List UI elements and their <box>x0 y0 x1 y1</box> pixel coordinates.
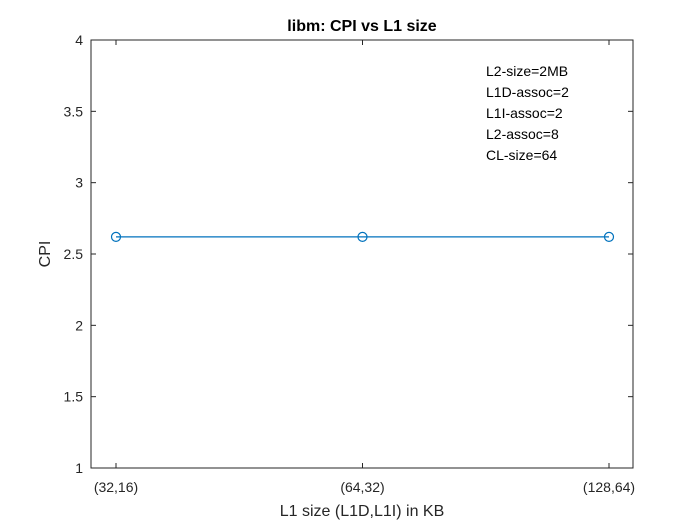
annotation-text: L2-size=2MB <box>486 63 568 79</box>
x-tick-label: (32,16) <box>94 479 138 495</box>
y-tick-label: 1.5 <box>64 389 84 405</box>
annotation-group: L2-size=2MB L1D-assoc=2 L1I-assoc=2 L2-asso… <box>486 63 569 163</box>
x-tick-label: (64,32) <box>340 479 384 495</box>
y-tick-label: 4 <box>75 32 83 48</box>
y-tick-label: 1 <box>75 460 83 476</box>
y-axis-label: CPI <box>37 241 54 268</box>
annotation-text: L2-assoc=8 <box>486 126 559 142</box>
y-tick-label: 2 <box>75 317 83 333</box>
chart-title: libm: CPI vs L1 size <box>287 18 436 35</box>
annotation-text: L1D-assoc=2 <box>486 84 569 100</box>
data-point-marker <box>110 231 122 242</box>
axes-box <box>90 39 634 469</box>
series-group <box>110 231 615 242</box>
y-axis-ticks: 1 1.5 2 2.5 3 3.5 4 <box>64 32 633 476</box>
data-point-marker <box>603 231 615 242</box>
y-tick-label: 3 <box>75 175 83 191</box>
y-tick-label: 2.5 <box>64 246 84 262</box>
plot-area <box>90 39 634 469</box>
x-axis-label: L1 size (L1D,L1I) in KB <box>280 503 445 520</box>
x-axis-ticks: (32,16) (64,32) (128,64) <box>94 40 635 495</box>
x-tick-label: (128,64) <box>583 479 635 495</box>
data-point-marker <box>357 231 368 242</box>
annotation-text: L1I-assoc=2 <box>486 105 563 121</box>
annotation-text: CL-size=64 <box>486 147 557 163</box>
y-tick-label: 3.5 <box>64 103 84 119</box>
